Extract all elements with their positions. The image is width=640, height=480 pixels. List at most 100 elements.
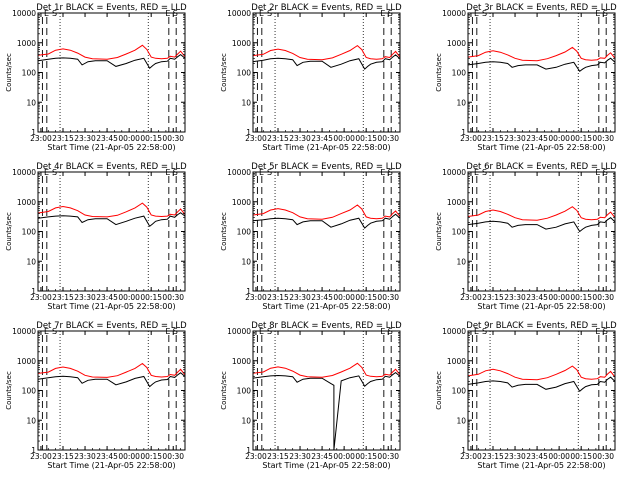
y-axis-label: Counts/sec — [435, 212, 443, 251]
y-tick-label: 1 — [31, 287, 36, 296]
x-tick-label: 23:00 — [30, 134, 52, 143]
y-tick-label: 1000 — [17, 357, 36, 366]
y-axis-label: Counts/sec — [5, 371, 13, 410]
chart-title: Det 6r BLACK = Events, RED = LLD — [466, 162, 617, 172]
x-tick-label: 00:00 — [548, 293, 570, 302]
y-tick-label: 10 — [241, 98, 251, 107]
x-tick-label: 23:45 — [311, 134, 333, 143]
y-tick-label: 1 — [31, 128, 36, 137]
x-tick-label: 00:30 — [162, 293, 184, 302]
plot-frame — [252, 330, 401, 451]
x-tick-label: 23:00 — [245, 293, 267, 302]
x-tick-label: 00:00 — [118, 134, 140, 143]
lld-series-line — [37, 202, 186, 218]
y-tick-label: 100 — [237, 69, 252, 78]
y-tick-label: 10000 — [12, 9, 36, 18]
x-tick-label: 00:15 — [570, 293, 592, 302]
y-axis-label: Counts/sec — [435, 371, 443, 410]
lld-series-line — [37, 362, 186, 378]
y-tick-label: 1000 — [232, 357, 251, 366]
y-tick-label: 100 — [22, 69, 37, 78]
y-tick-label: 100 — [22, 387, 37, 396]
x-tick-label: 23:30 — [74, 452, 96, 461]
x-axis-label: Start Time (21-Apr-05 22:58:00) — [477, 143, 605, 152]
y-tick-label: 10 — [456, 98, 466, 107]
x-tick-label: 00:00 — [333, 452, 355, 461]
x-axis-label: Start Time (21-Apr-05 22:58:00) — [47, 302, 175, 311]
plot-frame — [37, 12, 186, 133]
y-tick-label: 100 — [452, 228, 467, 237]
chart-title: Det 1r BLACK = Events, RED = LLD — [36, 3, 187, 13]
x-tick-label: 00:30 — [592, 452, 614, 461]
y-tick-label: 10 — [26, 98, 36, 107]
x-tick-label: 23:00 — [245, 452, 267, 461]
y-tick-label: 10 — [26, 257, 36, 266]
y-tick-label: 1000 — [447, 198, 466, 207]
chart-title: Det 7r BLACK = Events, RED = LLD — [36, 321, 187, 331]
y-axis-label: Counts/sec — [220, 212, 228, 251]
x-tick-label: 23:45 — [526, 293, 548, 302]
x-tick-label: 23:15 — [52, 293, 74, 302]
x-tick-label: 23:00 — [245, 134, 267, 143]
y-axis-label: Counts/sec — [435, 53, 443, 92]
y-tick-label: 10000 — [227, 168, 251, 177]
lld-series-line — [252, 44, 401, 61]
plot-frame — [37, 330, 186, 451]
y-tick-label: 100 — [237, 228, 252, 237]
x-tick-label: 23:45 — [311, 293, 333, 302]
x-tick-label: 00:15 — [355, 452, 377, 461]
x-tick-label: 23:15 — [482, 293, 504, 302]
chart-title: Det 2r BLACK = Events, RED = LLD — [251, 3, 402, 13]
x-axis-label: Start Time (21-Apr-05 22:58:00) — [262, 302, 390, 311]
x-tick-label: 23:30 — [504, 134, 526, 143]
y-axis-label: Counts/sec — [5, 212, 13, 251]
x-tick-label: 00:00 — [548, 134, 570, 143]
x-tick-label: 23:45 — [526, 452, 548, 461]
x-tick-label: 23:15 — [52, 452, 74, 461]
x-tick-label: 23:15 — [52, 134, 74, 143]
y-tick-label: 10000 — [12, 327, 36, 336]
x-tick-label: 23:00 — [30, 452, 52, 461]
plot-frame — [252, 171, 401, 292]
x-tick-label: 23:45 — [96, 293, 118, 302]
y-tick-label: 1000 — [447, 357, 466, 366]
chart-title: Det 9r BLACK = Events, RED = LLD — [466, 321, 617, 331]
x-tick-label: 00:15 — [140, 134, 162, 143]
x-tick-label: 23:15 — [482, 452, 504, 461]
x-tick-label: 00:00 — [118, 293, 140, 302]
plot-frame — [467, 171, 616, 292]
y-axis-label: Counts/sec — [220, 53, 228, 92]
y-tick-label: 10000 — [12, 168, 36, 177]
x-tick-label: 00:15 — [570, 134, 592, 143]
y-tick-label: 100 — [452, 387, 467, 396]
y-tick-label: 1000 — [17, 39, 36, 48]
chart-title: Det 3r BLACK = Events, RED = LLD — [466, 3, 617, 13]
x-tick-label: 00:30 — [162, 134, 184, 143]
events-series-line — [252, 371, 401, 451]
y-tick-label: 10 — [26, 416, 36, 425]
x-tick-label: 23:00 — [460, 134, 482, 143]
x-tick-label: 23:45 — [96, 134, 118, 143]
x-tick-label: 00:15 — [140, 293, 162, 302]
y-axis-label: Counts/sec — [220, 371, 228, 410]
y-tick-label: 1 — [461, 446, 466, 455]
x-tick-label: 23:45 — [311, 452, 333, 461]
x-tick-label: 23:45 — [96, 452, 118, 461]
x-tick-label: 23:45 — [526, 134, 548, 143]
y-tick-label: 1 — [246, 128, 251, 137]
chart-title: Det 8r BLACK = Events, RED = LLD — [251, 321, 402, 331]
lld-series-line — [252, 362, 401, 378]
plot-frame — [467, 330, 616, 451]
lld-series-line — [467, 206, 616, 221]
y-tick-label: 100 — [452, 69, 467, 78]
y-tick-label: 1000 — [447, 39, 466, 48]
x-tick-label: 23:30 — [289, 293, 311, 302]
x-tick-label: 00:30 — [377, 452, 399, 461]
plot-frame — [37, 171, 186, 292]
y-tick-label: 100 — [22, 228, 37, 237]
